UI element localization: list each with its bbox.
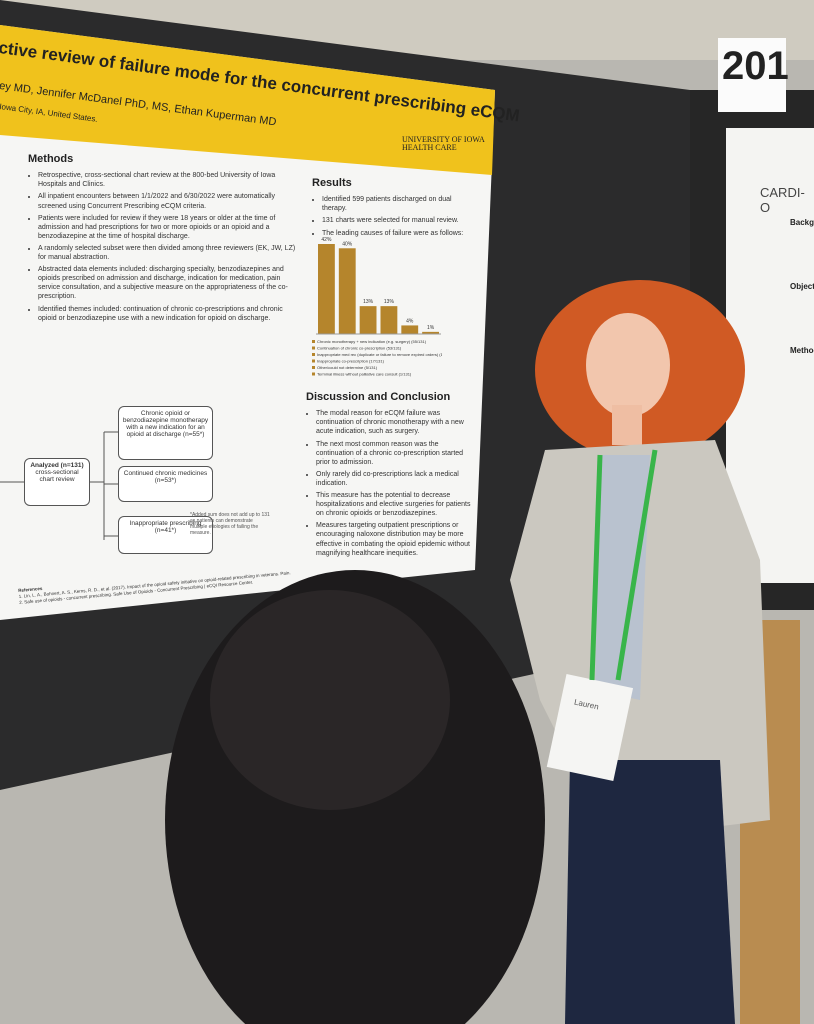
legend-swatch xyxy=(312,366,315,369)
logo: UNIVERSITY OF IOWA HEALTH CARE xyxy=(402,136,485,152)
legend-swatch xyxy=(312,359,315,363)
section-heading: Methods xyxy=(28,153,74,165)
side-heading: Backg xyxy=(790,218,814,227)
legend-swatch xyxy=(312,353,315,356)
value-label: 4% xyxy=(406,318,414,324)
value-label: 42% xyxy=(321,237,332,243)
bullet: Measures targeting outpatient prescripti… xyxy=(316,521,471,557)
flow-lines xyxy=(0,431,118,540)
legend-label: Inappropriate med rec (duplicate or fail… xyxy=(317,352,442,357)
section-heading: Results xyxy=(312,177,352,189)
value-label: 13% xyxy=(384,299,395,305)
bullet: 131 charts were selected for manual revi… xyxy=(322,216,472,225)
bar xyxy=(401,325,419,334)
flow-box: Chronic opioid or benzodiazepine monothe… xyxy=(118,406,213,460)
logo-line: UNIVERSITY OF IOWA xyxy=(402,135,485,144)
bar-chart: 42% Chronic monotherapy + new indication … xyxy=(312,237,442,377)
bullet: The modal reason for eCQM failure was co… xyxy=(316,409,471,436)
legend-label: Other/could not determine (5/131) xyxy=(317,365,378,370)
bullet-list: The modal reason for eCQM failure was co… xyxy=(306,409,471,557)
side-heading: Methods xyxy=(790,346,814,355)
bullet: Identified themes included: continuation… xyxy=(38,305,300,323)
methods: Methods Retrospective, cross-sectional ch… xyxy=(28,152,300,326)
bar xyxy=(338,248,356,334)
bullet: All inpatient encounters between 1/1/202… xyxy=(38,192,300,210)
flow-box: Continued chronic medicines (n=53*) xyxy=(118,466,213,502)
bullet: Only rarely did co-prescriptions lack a … xyxy=(316,470,471,488)
bullet: Patients were included for review if the… xyxy=(38,214,300,241)
results: Results Identified 599 patients discharge… xyxy=(312,176,472,241)
bullet: Identified 599 patients discharged on du… xyxy=(322,195,472,213)
bar xyxy=(422,331,439,334)
side-logo: CARDI-O xyxy=(760,185,805,215)
legend-label: Inappropriate co-prescription (17/131) xyxy=(317,359,385,364)
bullet: This measure has the potential to decrea… xyxy=(316,491,471,518)
legend-label: Terminal illness without palliative care… xyxy=(317,372,412,377)
flowchart: Analyzed (n=131) cross-sectional chart re… xyxy=(0,400,300,560)
bullet-list: Identified 599 patients discharged on du… xyxy=(312,195,472,237)
side-headings: Backg Objecti Methods xyxy=(790,218,814,410)
logo-line: HEALTH CARE xyxy=(402,143,457,152)
legend-label: Chronic monotherapy + new indication (e.… xyxy=(317,339,427,344)
booth-number: 201 xyxy=(722,44,789,88)
bullet: The leading causes of failure were as fo… xyxy=(322,229,472,238)
value-label: 40% xyxy=(342,241,353,247)
flow-box: Inappropriate prescribing (n=41*) xyxy=(118,516,213,554)
bullet-list: Retrospective, cross-sectional chart rev… xyxy=(28,171,300,322)
legend-swatch xyxy=(312,346,315,350)
side-heading: Objecti xyxy=(790,282,814,291)
legend-swatch xyxy=(312,340,315,343)
legend-swatch xyxy=(312,372,315,376)
bar xyxy=(318,244,335,334)
bullet: The next most common reason was the cont… xyxy=(316,440,471,467)
discussion: Discussion and Conclusion The modal reaso… xyxy=(306,390,471,561)
bar xyxy=(359,306,377,334)
bullet: Abstracted data elements included: disch… xyxy=(38,265,300,301)
legend-label: Continuation of chronic co-prescription … xyxy=(317,346,402,351)
flow-box: Analyzed (n=131) cross-sectional chart re… xyxy=(24,458,90,506)
bullet: A randomly selected subset were then div… xyxy=(38,244,300,262)
value-label: 1% xyxy=(427,325,435,331)
flow-sub: cross-sectional chart review xyxy=(35,469,79,483)
bullet: Retrospective, cross-sectional chart rev… xyxy=(38,171,300,189)
section-heading: Discussion and Conclusion xyxy=(306,391,451,403)
bar xyxy=(380,306,398,334)
flow-footnote: *Added sum does not add up to 131 as pat… xyxy=(190,512,270,536)
value-label: 13% xyxy=(363,299,374,305)
flow-title: Analyzed (n=131) xyxy=(30,462,84,469)
